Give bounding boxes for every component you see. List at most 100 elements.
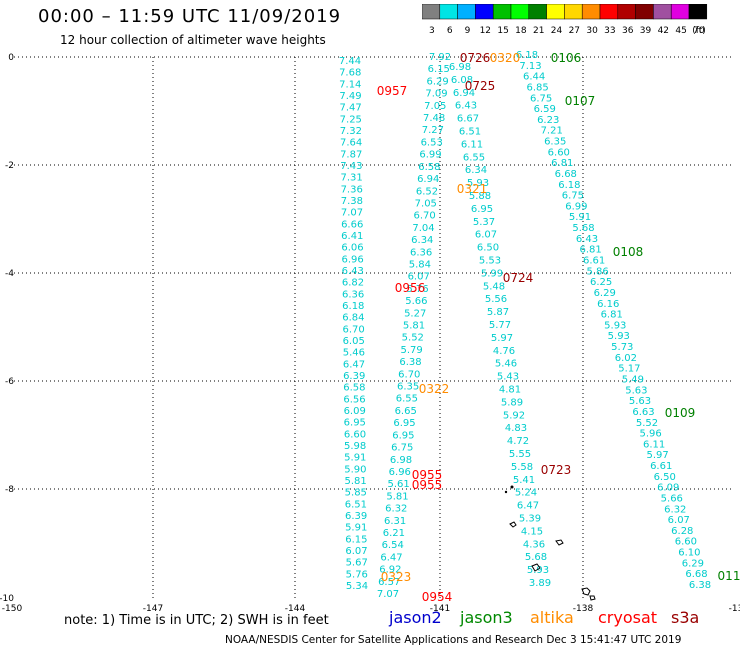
wave-height-label: 6.70 bbox=[413, 211, 435, 222]
wave-height-label: 7.64 bbox=[340, 138, 362, 149]
wave-height-label: 6.92 bbox=[379, 565, 401, 576]
wave-height-label: 5.48 bbox=[483, 281, 505, 292]
wave-height-label: 7.48 bbox=[423, 113, 445, 124]
lon-label: -150 bbox=[2, 604, 23, 614]
wave-height-label: 3.89 bbox=[529, 578, 551, 589]
axis-labels: 0 -2 -4 -6 -8 -10-150 -147 -144 -141 -138 -13 bbox=[0, 53, 740, 614]
legend-label: 45 bbox=[675, 26, 686, 36]
wave-height-label: 5.84 bbox=[409, 260, 431, 271]
wave-height-label: 6.43 bbox=[342, 266, 364, 277]
legend-swatch bbox=[635, 4, 654, 20]
wave-height-label: 6.07 bbox=[345, 546, 367, 557]
wave-height-label: 5.66 bbox=[405, 296, 427, 307]
time-labels: 0726 0320 0106 0725 0957 0107 0321 0108 0724 0956… bbox=[377, 51, 740, 604]
time-label: 0957 bbox=[377, 84, 408, 98]
wave-height-label: 6.07 bbox=[475, 230, 497, 241]
wave-height-label: 6.35 bbox=[544, 137, 566, 148]
lat-label: -2 bbox=[5, 161, 14, 171]
wave-height-label: 6.36 bbox=[410, 247, 432, 258]
wave-height-label: 5.68 bbox=[525, 552, 547, 563]
time-label: 0725 bbox=[465, 79, 496, 93]
wave-height-label: 6.34 bbox=[465, 165, 487, 176]
wave-height-label: 7.87 bbox=[340, 149, 362, 160]
satellite-name: s3a bbox=[671, 608, 700, 627]
lon-label: -138 bbox=[573, 604, 594, 614]
wave-height-label: 5.97 bbox=[491, 333, 513, 344]
time-label: 0955 bbox=[412, 478, 443, 492]
wave-height-label: 6.43 bbox=[455, 101, 477, 112]
wave-height-label: 7.07 bbox=[341, 208, 363, 219]
wave-height-label: 6.38 bbox=[399, 357, 421, 368]
wave-height-label: 6.59 bbox=[534, 104, 556, 115]
wave-height-label: 5.24 bbox=[515, 488, 537, 499]
legend-swatch bbox=[564, 4, 583, 20]
wave-height-label: 5.53 bbox=[479, 256, 501, 267]
wave-height-label: 6.15 bbox=[345, 534, 367, 545]
legend-label: 3 bbox=[429, 26, 435, 36]
wave-height-label: 6.52 bbox=[416, 186, 438, 197]
wave-height-label: 6.23 bbox=[537, 115, 559, 126]
lat-label: -4 bbox=[5, 269, 14, 279]
wave-height-label: 5.76 bbox=[346, 569, 368, 580]
wave-height-label: 6.44 bbox=[523, 72, 545, 83]
wave-height-label: 6.47 bbox=[380, 552, 402, 563]
wave-height-label: 5.92 bbox=[503, 410, 525, 421]
page-subtitle: 12 hour collection of altimeter wave hei… bbox=[60, 33, 326, 47]
wave-height-label: 4.72 bbox=[507, 436, 529, 447]
lon-label: -147 bbox=[143, 604, 163, 614]
time-label: 0323 bbox=[381, 570, 412, 584]
wave-height-label: 6.36 bbox=[342, 289, 364, 300]
island-mark bbox=[510, 485, 514, 489]
time-label: 0108 bbox=[613, 245, 644, 259]
island-outline bbox=[509, 521, 517, 528]
legend-swatch bbox=[422, 4, 441, 20]
wave-height-label: 6.34 bbox=[411, 235, 433, 246]
wave-height-label: 6.09 bbox=[344, 406, 366, 417]
wave-height-label: 7.38 bbox=[341, 196, 363, 207]
wave-height-label: 6.68 bbox=[555, 169, 577, 180]
legend-label: 36 bbox=[622, 26, 634, 36]
wave-height-label: 5.43 bbox=[497, 372, 519, 383]
wave-height-label: 6.05 bbox=[343, 336, 365, 347]
wave-height-label: 6.96 bbox=[389, 467, 411, 478]
wave-height-label: 7.32 bbox=[340, 126, 362, 137]
wave-height-label: 6.18 bbox=[342, 301, 364, 312]
lat-label: -8 bbox=[5, 485, 14, 495]
wave-height-label: 5.93 bbox=[527, 565, 549, 576]
wave-height-label: 6.58 bbox=[343, 383, 365, 394]
legend-swatch bbox=[688, 4, 708, 20]
time-label: 0954 bbox=[422, 590, 453, 604]
wave-height-label: 5.85 bbox=[345, 488, 367, 499]
wave-height-label: 5.81 bbox=[403, 321, 425, 332]
legend-swatch bbox=[653, 4, 672, 20]
wave-height-label: 6.08 bbox=[451, 75, 473, 86]
wave-height-label: 6.55 bbox=[396, 394, 418, 405]
wave-height-label: 5.89 bbox=[501, 397, 523, 408]
wave-height-label: 5.96 bbox=[639, 429, 661, 440]
wave-height-label: 5.86 bbox=[586, 266, 608, 277]
wave-height-label: 5.17 bbox=[618, 364, 640, 375]
wave-height-label: 6.94 bbox=[417, 174, 439, 185]
wave-height-label: 5.34 bbox=[346, 581, 368, 592]
wave-height-label: 6.84 bbox=[342, 313, 364, 324]
wave-height-label: 7.31 bbox=[340, 173, 362, 184]
wave-height-label: 6.43 bbox=[576, 234, 598, 245]
wave-height-label: 5.79 bbox=[400, 345, 422, 356]
wave-height-label: 6.68 bbox=[685, 569, 707, 580]
wave-height-label: 7.44 bbox=[339, 56, 361, 67]
satellite-name: cryosat bbox=[598, 608, 658, 627]
wave-height-label: 7.36 bbox=[341, 184, 363, 195]
wave-height-label: 5.56 bbox=[485, 294, 507, 305]
wave-height-label: 6.25 bbox=[590, 277, 612, 288]
wave-height-label: 6.61 bbox=[650, 461, 672, 472]
legend-label: 21 bbox=[533, 26, 544, 36]
wave-height-label: 6.55 bbox=[463, 152, 485, 163]
wave-height-label: 5.39 bbox=[519, 514, 541, 525]
wave-height-label: 5.67 bbox=[346, 558, 368, 569]
wave-height-label: 6.67 bbox=[457, 114, 479, 125]
wave-height-label: 5.90 bbox=[344, 464, 366, 475]
legend-swatch bbox=[510, 4, 530, 20]
wave-height-label: 6.51 bbox=[345, 499, 367, 510]
wave-height-label: 7.27 bbox=[422, 125, 444, 136]
wave-height-label: 6.98 bbox=[449, 62, 471, 73]
